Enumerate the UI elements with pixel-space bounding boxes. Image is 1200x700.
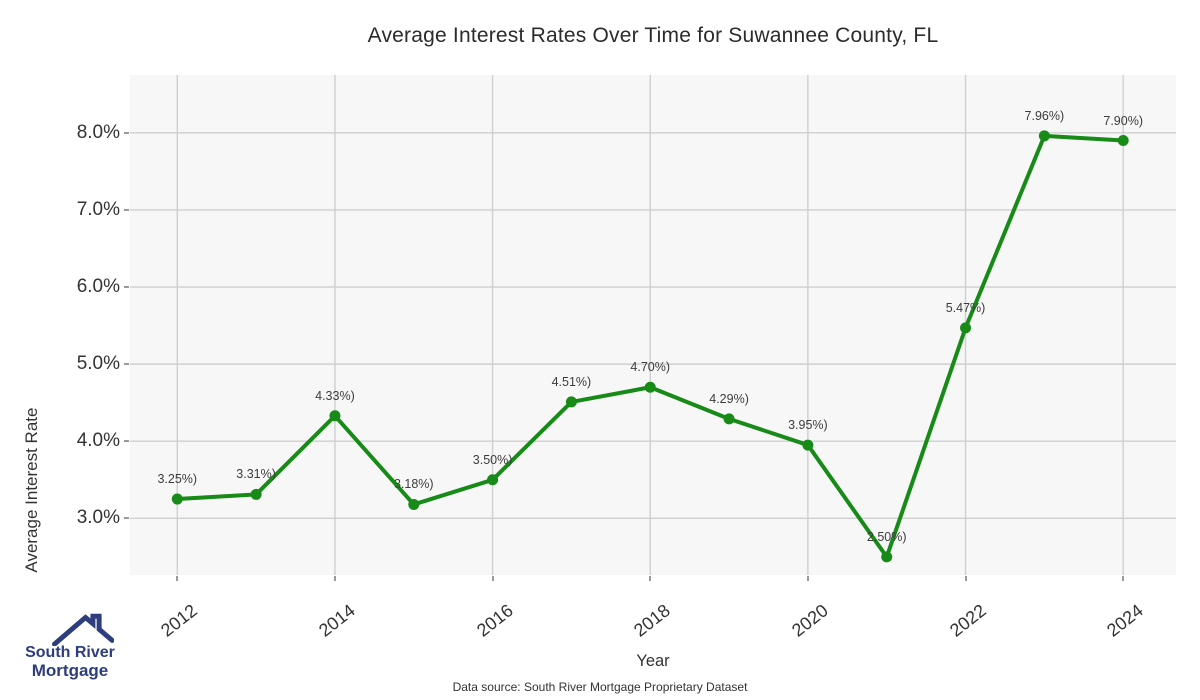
x-tick-label: 2014 — [314, 600, 359, 641]
data-point — [565, 396, 577, 408]
y-tick-label: 5.0% — [76, 353, 120, 375]
south-river-mortgage-logo: South River Mortgage — [18, 610, 122, 680]
y-tick-label: 4.0% — [76, 430, 120, 452]
x-tick-mark — [176, 576, 179, 581]
x-tick-mark — [491, 576, 494, 581]
x-tick-mark — [1122, 576, 1125, 581]
data-point — [881, 551, 893, 563]
plot-area — [130, 75, 1176, 575]
data-point — [1117, 135, 1129, 147]
x-tick-label: 2018 — [630, 600, 675, 641]
y-tick-mark — [124, 286, 129, 289]
logo-text-line2: Mortgage — [31, 661, 109, 680]
x-tick-mark — [964, 576, 967, 581]
x-axis-title: Year — [636, 652, 670, 670]
data-point — [644, 381, 656, 393]
x-tick-label: 2024 — [1103, 600, 1148, 641]
x-tick-label: 2022 — [945, 600, 990, 641]
y-tick-mark — [124, 517, 129, 520]
data-point — [250, 488, 262, 500]
x-tick-label: 2020 — [787, 600, 832, 641]
data-point — [408, 498, 420, 510]
data-point — [1038, 130, 1050, 142]
y-tick-label: 6.0% — [76, 276, 120, 298]
y-tick-mark — [124, 208, 129, 211]
data-point — [329, 410, 341, 422]
data-point — [723, 413, 735, 425]
y-tick-label: 3.0% — [76, 507, 120, 529]
line-chart-canvas — [130, 75, 1176, 575]
y-tick-mark — [124, 440, 129, 443]
chart-title: Average Interest Rates Over Time for Suw… — [367, 24, 939, 47]
data-point — [802, 439, 814, 451]
y-tick-label: 7.0% — [76, 198, 120, 220]
data-point — [171, 493, 183, 505]
data-source-note: Data source: South River Mortgage Propri… — [452, 680, 748, 694]
y-axis-title: Average Interest Rate — [22, 407, 41, 573]
y-tick-mark — [124, 131, 129, 134]
data-point — [960, 322, 972, 334]
house-roof-icon — [52, 613, 114, 646]
x-tick-mark — [649, 576, 652, 581]
logo-text-line1: South River — [25, 644, 115, 661]
y-tick-label: 8.0% — [76, 121, 120, 143]
data-point — [487, 474, 499, 486]
x-tick-label: 2016 — [472, 600, 517, 641]
x-tick-mark — [333, 576, 336, 581]
x-tick-mark — [806, 576, 809, 581]
y-tick-mark — [124, 363, 129, 366]
x-tick-label: 2012 — [157, 600, 202, 641]
